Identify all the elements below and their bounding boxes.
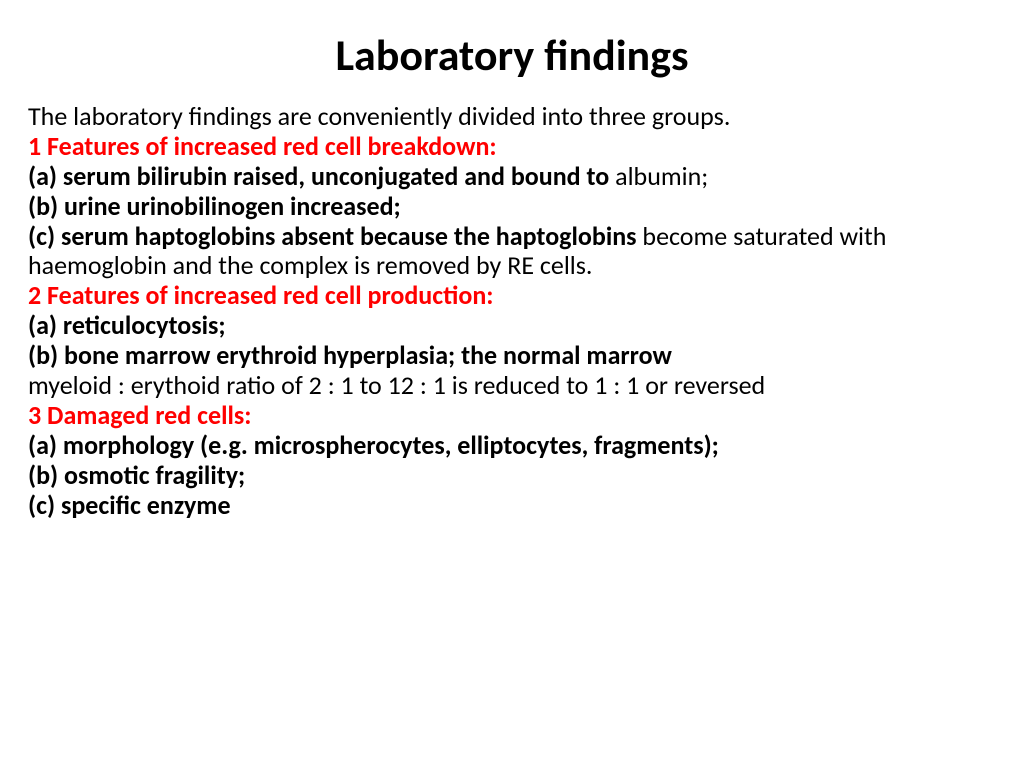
slide-title: Laboratory findings [28,28,996,82]
group3-heading: 3 Damaged red cells: [28,401,996,431]
group1-item-a: (a) serum bilirubin raised, unconjugated… [28,162,996,192]
group1-a-rest: albumin; [615,160,708,192]
group2-item-b: (b) bone marrow erythroid hyperplasia; t… [28,341,996,371]
group3-item-c: (c) specific enzyme [28,491,996,521]
group1-c-bold: (c) serum haptoglobins absent because th… [28,220,642,252]
group2-item-a: (a) reticulocytosis; [28,311,996,341]
group3-item-b: (b) osmotic fragility; [28,461,996,491]
group3-item-a: (a) morphology (e.g. microspherocytes, e… [28,431,996,461]
intro-text: The laboratory findings are conveniently… [28,102,996,132]
group2-heading: 2 Features of increased red cell product… [28,281,996,311]
slide-body: The laboratory findings are conveniently… [28,102,996,520]
group1-a-bold: (a) serum bilirubin raised, unconjugated… [28,160,615,192]
group1-heading: 1 Features of increased red cell breakdo… [28,132,996,162]
group1-item-c: (c) serum haptoglobins absent because th… [28,222,996,282]
group1-item-b: (b) urine urinobilinogen increased; [28,192,996,222]
group2-item-b-rest: myeloid : erythoid ratio of 2 : 1 to 12 … [28,371,996,401]
slide-container: Laboratory findings The laboratory findi… [0,0,1024,768]
